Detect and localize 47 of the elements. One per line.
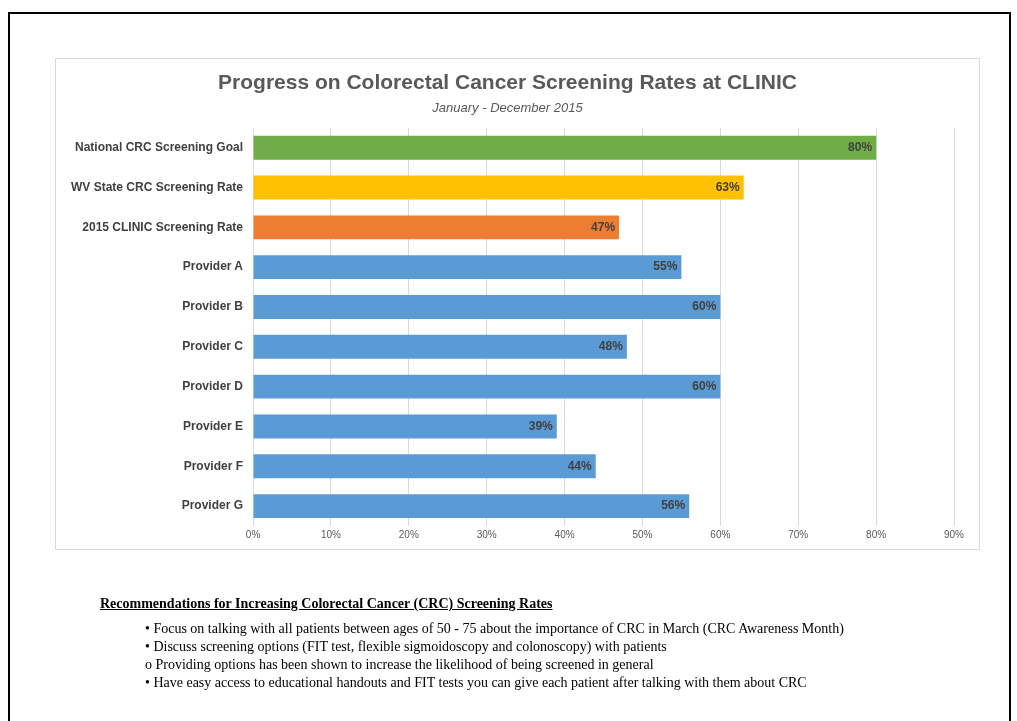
bar <box>253 215 620 240</box>
y-tick-label: Provider C <box>182 339 244 354</box>
bar <box>253 175 744 200</box>
bar <box>253 255 682 280</box>
x-tick-label: 10% <box>320 528 342 540</box>
y-tick-label: Provider A <box>182 259 244 274</box>
x-tick-label: 50% <box>632 528 653 540</box>
data-label: 63% <box>715 179 741 194</box>
data-label: 39% <box>528 418 554 433</box>
x-tick-label: 30% <box>476 528 497 540</box>
data-label: 47% <box>591 219 616 234</box>
x-tick-label: 20% <box>398 528 419 540</box>
text: o Providing options has been shown to increase the likelihood of being screened in general <box>145 656 655 674</box>
y-tick-label: Provider F <box>183 458 244 473</box>
chart-title: Progress on Colorectal Cancer Screening Rates at CLINIC <box>218 70 797 94</box>
bar <box>253 295 721 319</box>
data-label: 60% <box>692 378 717 393</box>
bar <box>253 135 877 160</box>
chart-subtitle: January - December 2015 <box>431 99 584 115</box>
data-label: 55% <box>653 259 678 274</box>
y-tick-label: Provider G <box>181 498 244 513</box>
bar <box>253 334 627 359</box>
x-tick-label: 80% <box>866 528 887 540</box>
x-tick-label: 90% <box>943 528 965 540</box>
text: • Focus on talking with all patients between ages of 50 - 75 about the importance of CRC in March (CRC Awareness Month) <box>145 620 845 638</box>
text: • Have easy access to educational handouts and FIT tests you can give each patient after talking with them about CRC <box>145 674 808 692</box>
bar <box>253 494 690 519</box>
y-tick-label: 2015 CLINIC Screening Rate <box>82 219 244 234</box>
y-tick-label: Provider E <box>183 418 244 433</box>
y-tick-label: Provider D <box>182 378 244 393</box>
y-tick-label: National CRC Screening Goal <box>75 140 244 155</box>
bar <box>253 454 596 479</box>
data-label: 80% <box>848 140 873 155</box>
text: • Discuss screening options (FIT test, flexible sigmoidoscopy and colonoscopy) with patients <box>145 638 668 656</box>
text: Recommendations for Increasing Colorectal Cancer (CRC) Screening Rates <box>100 596 554 612</box>
x-tick-label: 0% <box>245 528 261 540</box>
x-tick-label: 60% <box>710 528 731 540</box>
x-tick-label: 70% <box>788 528 809 540</box>
data-label: 48% <box>598 339 624 354</box>
data-label: 56% <box>661 498 686 513</box>
data-label: 44% <box>567 458 593 473</box>
y-tick-label: WV State CRC Screening Rate <box>70 179 244 194</box>
y-tick-label: Provider B <box>182 299 244 314</box>
bar <box>253 414 557 439</box>
data-label: 60% <box>692 299 717 314</box>
bar <box>253 374 721 399</box>
x-tick-label: 40% <box>554 528 575 540</box>
